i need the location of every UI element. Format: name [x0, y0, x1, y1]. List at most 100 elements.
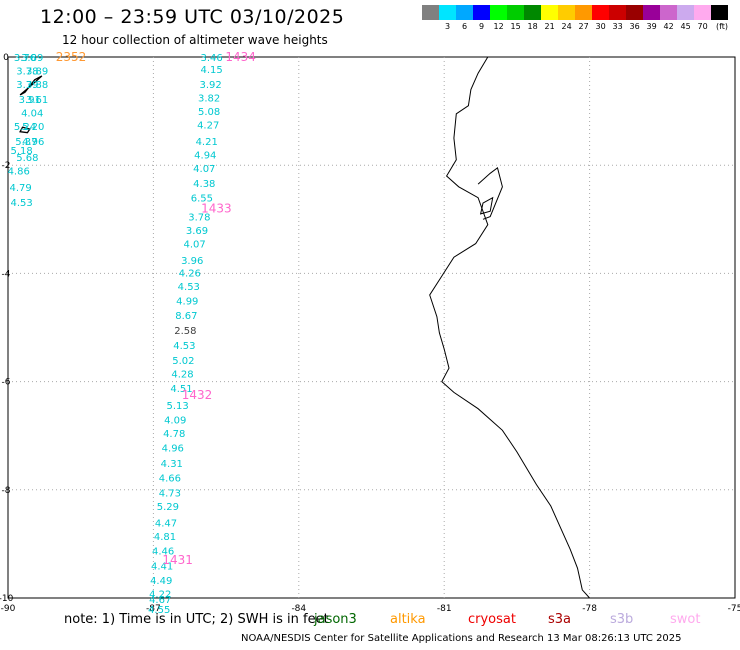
map-frame	[7, 56, 736, 599]
swh-value: 3.82	[198, 94, 220, 105]
swh-value: 4.86	[8, 167, 30, 178]
swh-value: 5.68	[16, 153, 38, 164]
swh-value: 4.81	[154, 532, 176, 543]
legend-swatch	[558, 5, 575, 20]
swh-value: 4.04	[21, 109, 43, 120]
swh-value: 3.89	[26, 67, 48, 78]
x-tick-label: -84	[291, 604, 306, 614]
footer-note: note: 1) Time is in UTC; 2) SWH is in fe…	[64, 612, 329, 627]
legend-labels: 3 6 9 12 15 18 21 24 27 30 33 36 39 42 45 70 (ft)	[422, 22, 732, 34]
legend-swatch	[524, 5, 541, 20]
swh-value: 5.02	[172, 356, 194, 367]
legend-label: 70	[697, 22, 708, 31]
legend-label: 6	[462, 22, 468, 31]
y-tick-label: -2	[2, 161, 11, 171]
legend-swatches	[422, 5, 728, 20]
swh-value: 5.13	[166, 401, 188, 412]
x-tick-label: -81	[437, 604, 452, 614]
swh-value: 4.53	[173, 341, 195, 352]
swh-value: 5.18	[10, 146, 32, 157]
legend-swatch	[592, 5, 609, 20]
legend-label: 42	[663, 22, 674, 31]
legend-swatch	[643, 5, 660, 20]
legend-label: 27	[578, 22, 589, 31]
legend-label: 24	[561, 22, 572, 31]
swh-value: 4.49	[150, 576, 172, 587]
map-title: 12:00 – 23:59 UTC 03/10/2025	[40, 6, 345, 28]
swh-value: 4.55	[148, 605, 170, 616]
swh-value: 3.79	[16, 80, 38, 91]
puna-island	[479, 196, 494, 215]
color-legend: 3 6 9 12 15 18 21 24 27 30 33 36 39 42 45 70 (ft)	[422, 5, 728, 31]
legend-swatch	[575, 5, 592, 20]
satellite-label-s3a: s3a	[548, 612, 572, 627]
legend-label: 3	[445, 22, 451, 31]
swh-value: 4.79	[9, 183, 31, 194]
swh-value: 4.21	[196, 137, 218, 148]
pass-number: 1434	[225, 50, 256, 64]
swh-value: 3.78	[16, 67, 38, 78]
legend-label: 9	[479, 22, 485, 31]
swh-value: 4.51	[170, 384, 192, 395]
swh-value: 4.07	[183, 240, 205, 251]
legend-label: 36	[629, 22, 640, 31]
x-tick-label: -78	[582, 604, 597, 614]
swh-value: 4.22	[149, 590, 171, 601]
swh-value: 4.28	[171, 370, 193, 381]
swh-value: 3.96	[181, 256, 203, 267]
legend-swatch	[711, 5, 728, 20]
pass-number: 1431	[162, 553, 193, 567]
swh-value: 6.55	[191, 194, 213, 205]
satellite-label-swot: swot	[670, 612, 701, 627]
coastline	[429, 56, 590, 599]
y-tick-label: -10	[0, 594, 14, 604]
swh-value: 3.46	[200, 53, 222, 64]
swh-value: 3.76	[14, 53, 36, 64]
swh-value: 4.38	[193, 179, 215, 190]
swh-value: 4.27	[197, 121, 219, 132]
pass-number: 2352	[56, 50, 87, 64]
swh-value: 4.31	[161, 459, 183, 470]
swh-value: 3.92	[199, 80, 221, 91]
legend-label: 30	[595, 22, 606, 31]
legend-swatch	[422, 5, 439, 20]
swh-value: 3.61	[26, 95, 48, 106]
swh-value: 4.78	[163, 429, 185, 440]
legend-label: 21	[544, 22, 555, 31]
credit-line: NOAA/NESDIS Center for Satellite Applica…	[241, 633, 682, 644]
swh-value: 3.78	[188, 213, 210, 224]
swh-value: 4.15	[200, 65, 222, 76]
y-tick-label: -8	[2, 486, 11, 496]
legend-label: 45	[680, 22, 691, 31]
galapagos-island	[19, 75, 43, 96]
swh-value: 4.73	[159, 489, 181, 500]
galapagos-island	[19, 126, 31, 134]
y-tick-label: -6	[2, 378, 11, 388]
legend-swatch	[609, 5, 626, 20]
satellite-label-jason3: jason3	[314, 612, 357, 627]
swh-value: 5.29	[157, 502, 179, 513]
swh-value: 4.96	[22, 137, 44, 148]
swh-value: 5.08	[198, 107, 220, 118]
legend-swatch	[439, 5, 456, 20]
satellite-label-altika: altika	[390, 612, 426, 627]
x-tick-label: -90	[1, 604, 16, 614]
x-tick-label: -75	[728, 604, 740, 614]
gulf-of-guayaquil-coast	[477, 167, 503, 220]
pass-number: 1432	[182, 388, 213, 402]
swh-value: 4.94	[194, 150, 216, 161]
swh-value: 2.58	[174, 326, 196, 337]
legend-swatch	[677, 5, 694, 20]
legend-swatch	[694, 5, 711, 20]
legend-swatch	[541, 5, 558, 20]
swh-value: 4.66	[159, 473, 181, 484]
satellite-label-cryosat: cryosat	[468, 612, 516, 627]
legend-swatch	[626, 5, 643, 20]
swh-value: 4.09	[164, 416, 186, 427]
map-subtitle: 12 hour collection of altimeter wave hei…	[62, 33, 328, 47]
legend-label: 18	[527, 22, 538, 31]
swh-value: 5.37	[15, 137, 37, 148]
swh-value: 3.89	[21, 53, 43, 64]
swh-value: 3.88	[26, 80, 48, 91]
